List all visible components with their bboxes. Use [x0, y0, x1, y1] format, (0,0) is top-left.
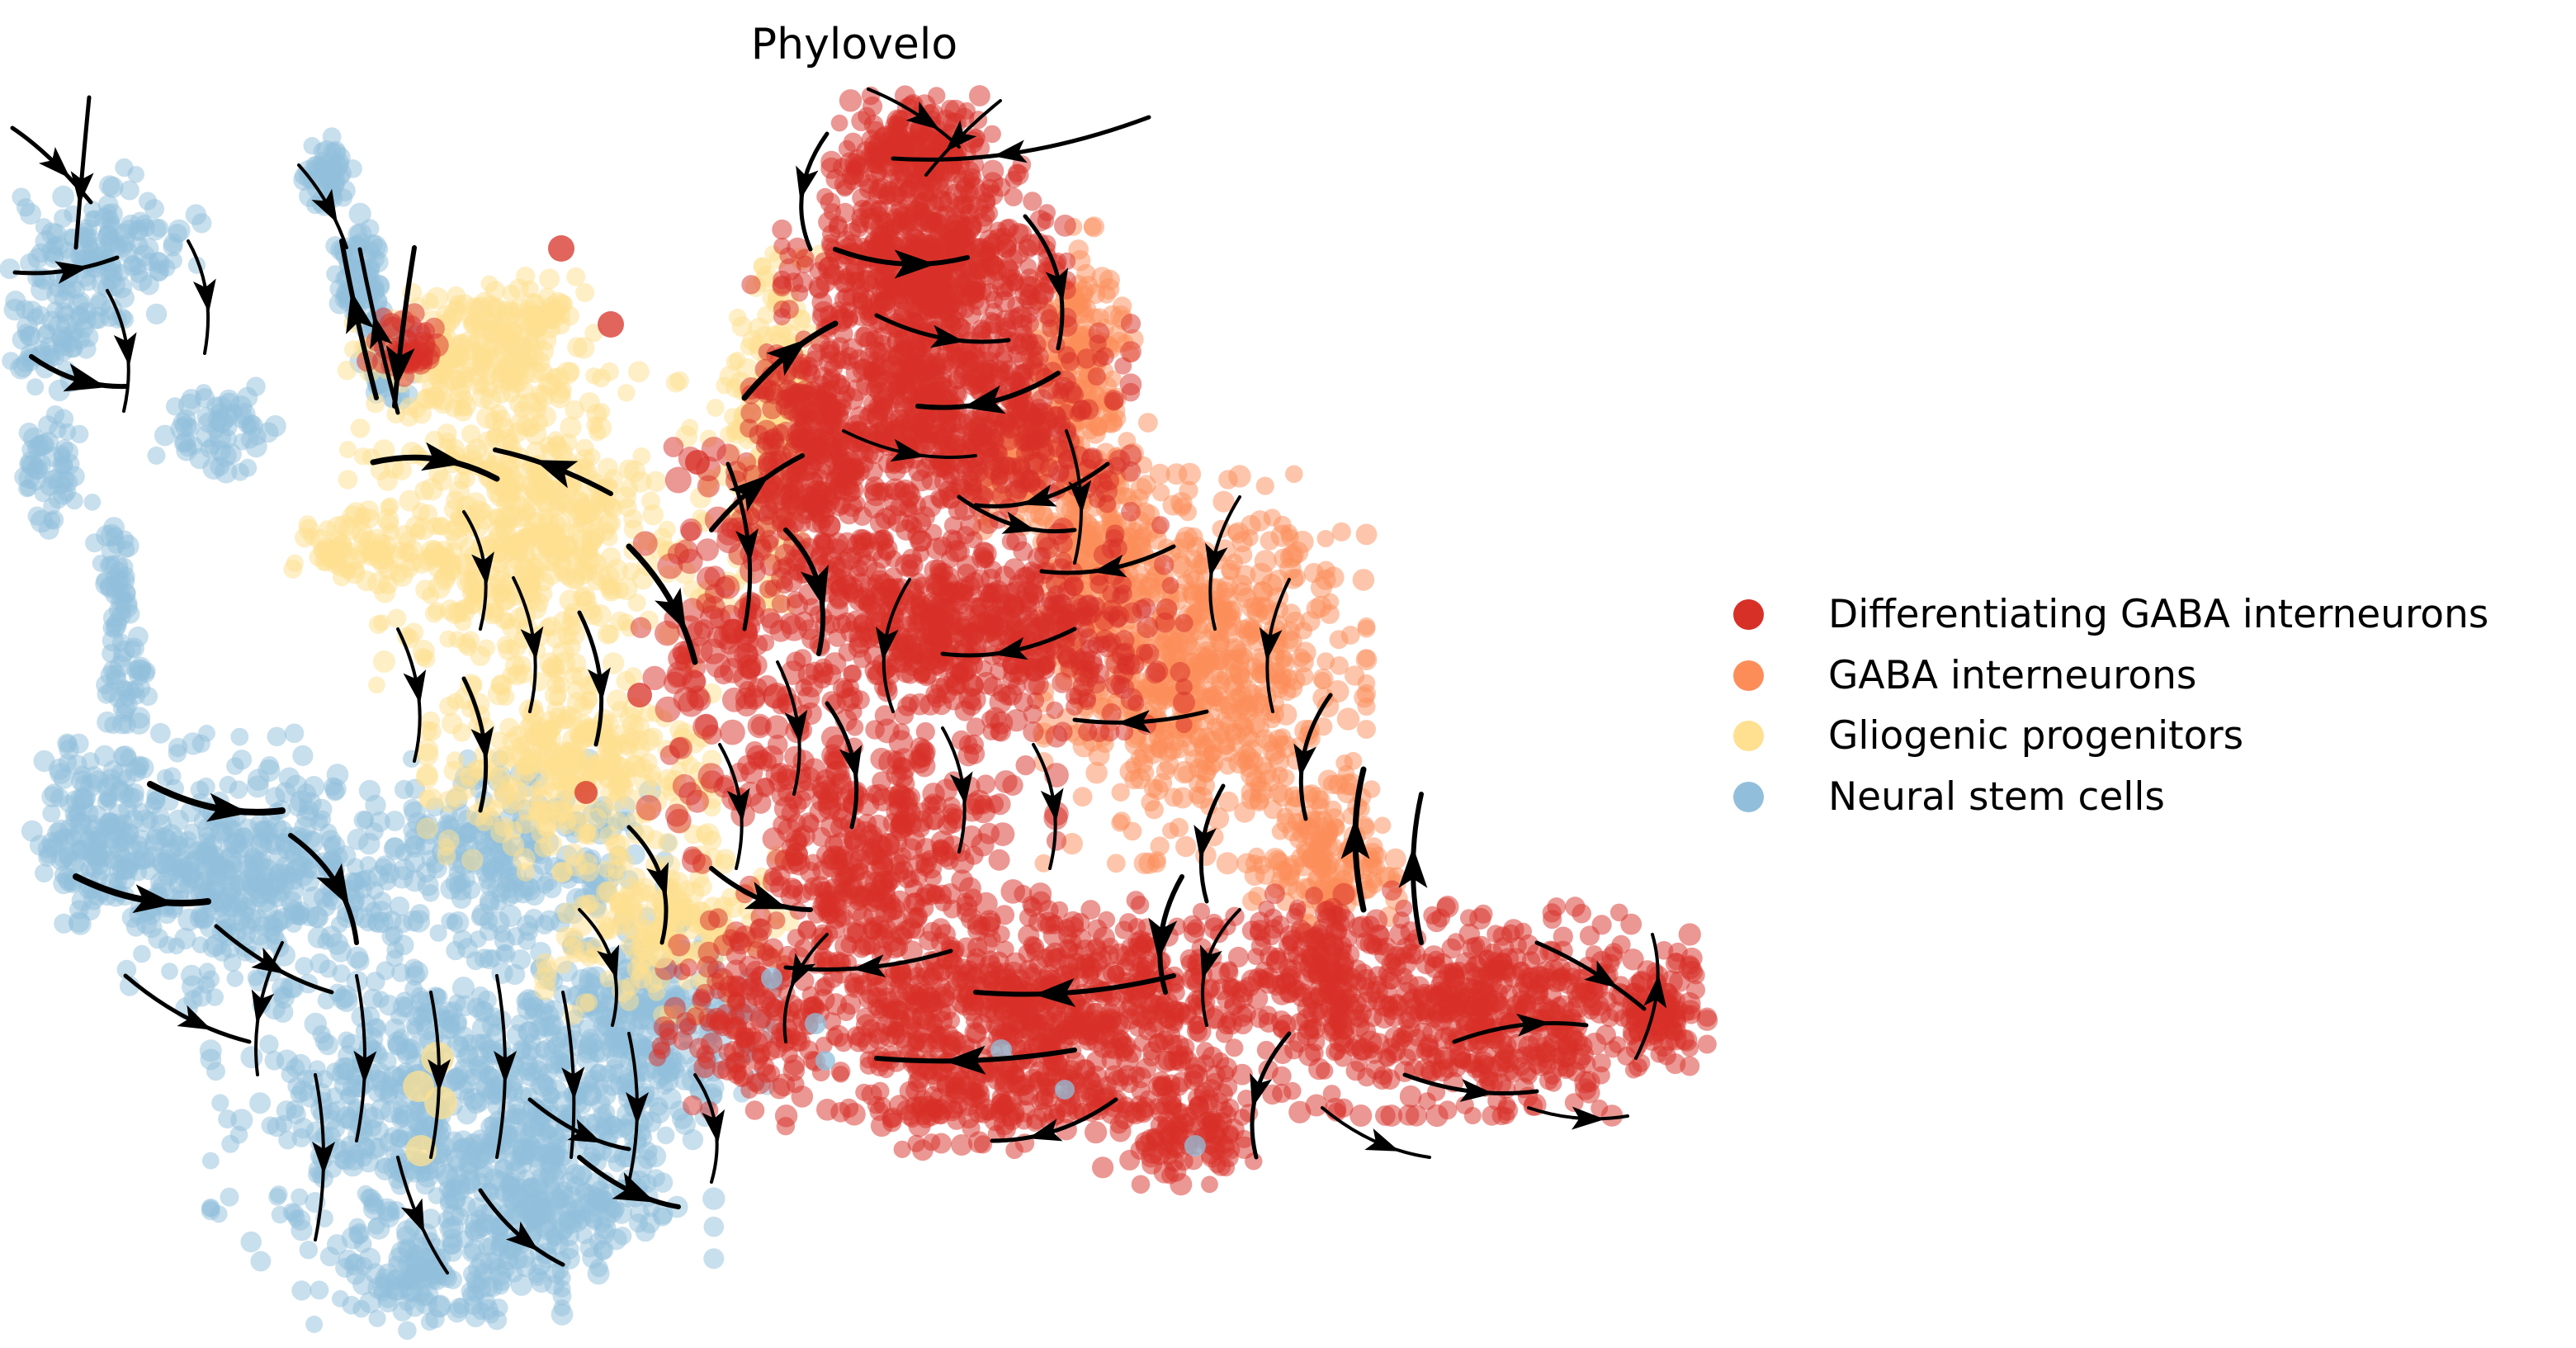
legend-item-label: Neural stem cells	[1828, 773, 2165, 820]
legend-item-label: Differentiating GABA interneurons	[1828, 592, 2489, 638]
legend-item-label: GABA interneurons	[1828, 652, 2197, 698]
plot-title: Phylovelo	[750, 20, 958, 69]
legend-item: Gliogenic progenitors	[1733, 706, 2489, 767]
legend-item-label: Gliogenic progenitors	[1828, 713, 2244, 759]
legend-item: Neural stem cells	[1733, 767, 2489, 828]
legend-dot-icon	[1733, 660, 1764, 691]
legend-item: Differentiating GABA interneurons	[1733, 584, 2489, 646]
legend-dot-icon	[1733, 599, 1764, 631]
legend-item: GABA interneurons	[1733, 646, 2489, 707]
legend-dot-icon	[1733, 721, 1764, 752]
legend: Differentiating GABA interneurons GABA i…	[1733, 584, 2489, 827]
legend-dot-icon	[1733, 781, 1764, 812]
